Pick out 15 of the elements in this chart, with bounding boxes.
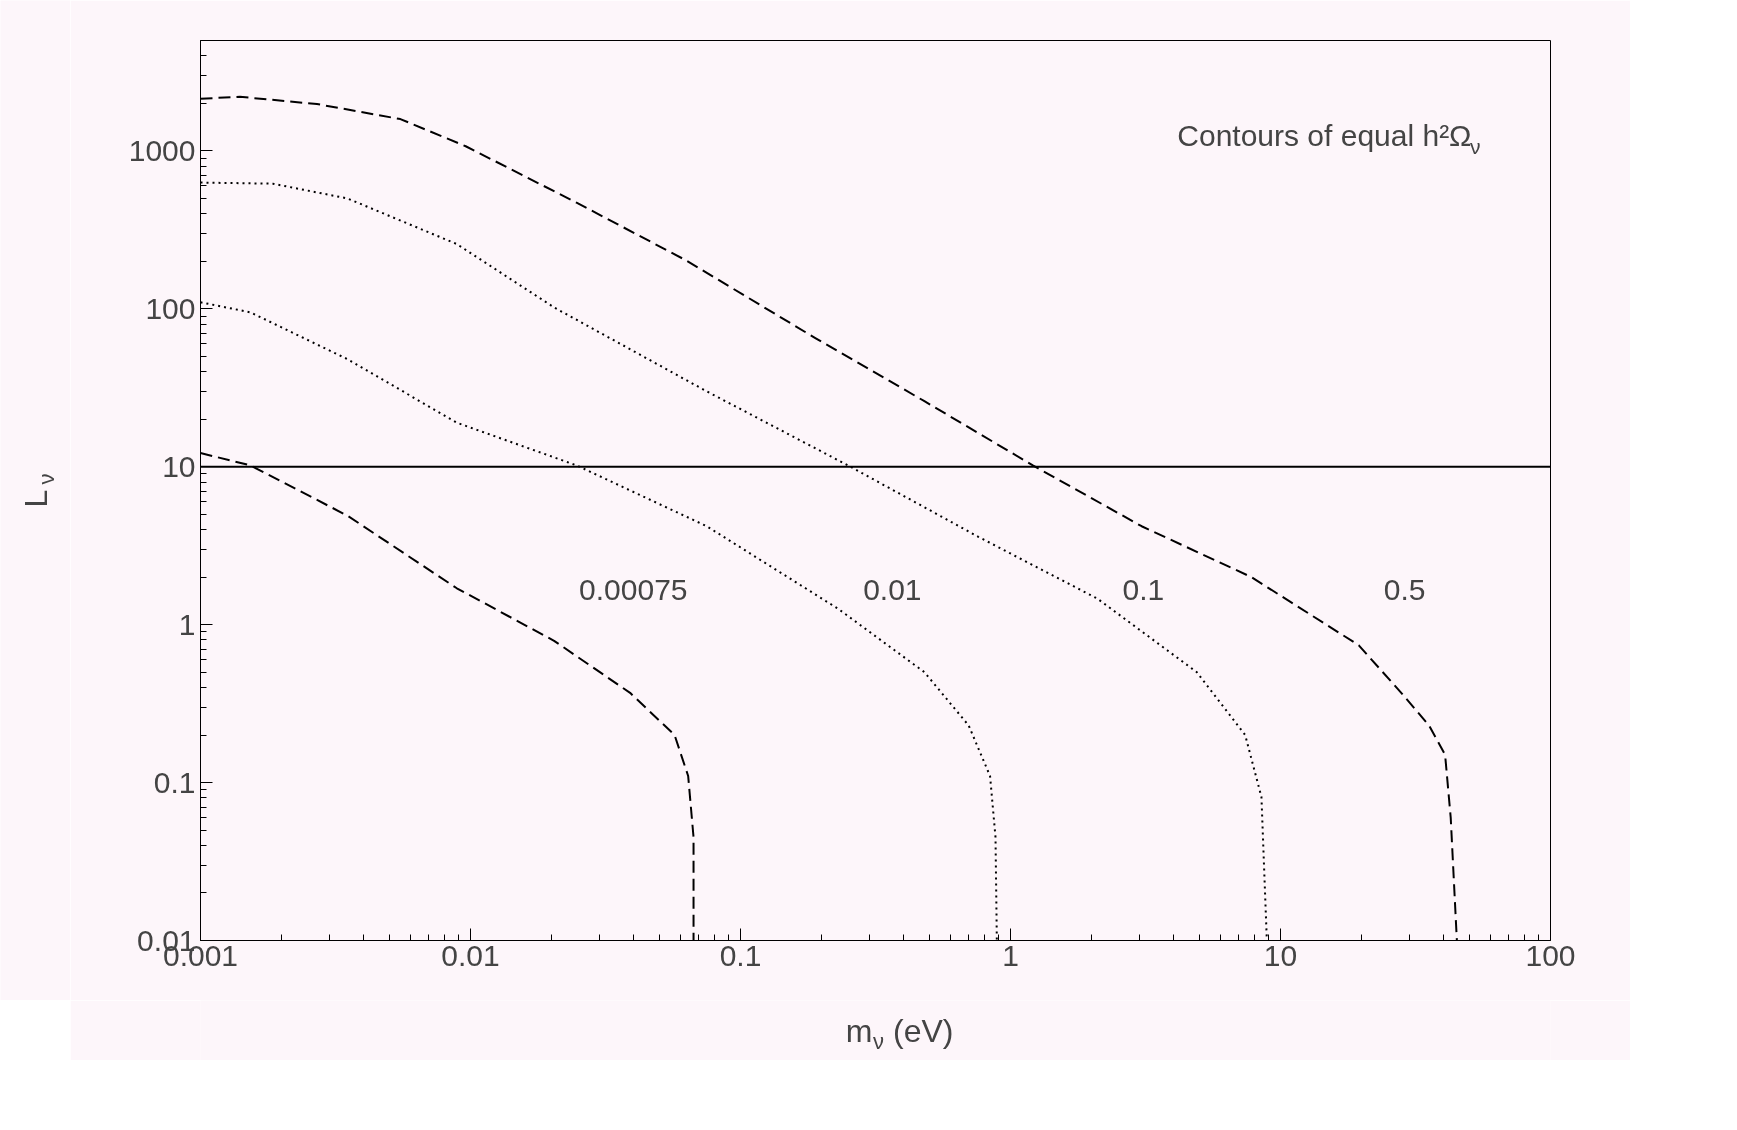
- series-label: 0.1: [1122, 572, 1165, 606]
- series-label: 0.00075: [579, 572, 688, 606]
- y-tick-label: 0.1: [153, 765, 196, 799]
- y-axis-title: Lν: [17, 473, 60, 508]
- y-tick-label: 1: [178, 607, 196, 641]
- x-tick-label: 100: [1525, 938, 1576, 972]
- x-tick-label: 0.1: [719, 938, 762, 972]
- x-tick-label: 0.01: [441, 938, 500, 972]
- series-label: 0.5: [1383, 572, 1426, 606]
- x-tick-label: 10: [1263, 938, 1298, 972]
- y-tick-label: 100: [145, 291, 196, 325]
- series-label: 0.01: [863, 572, 922, 606]
- y-tick-label: 1000: [128, 133, 196, 167]
- y-tick-label: 10: [162, 449, 196, 483]
- x-tick-label: 1: [1002, 938, 1019, 972]
